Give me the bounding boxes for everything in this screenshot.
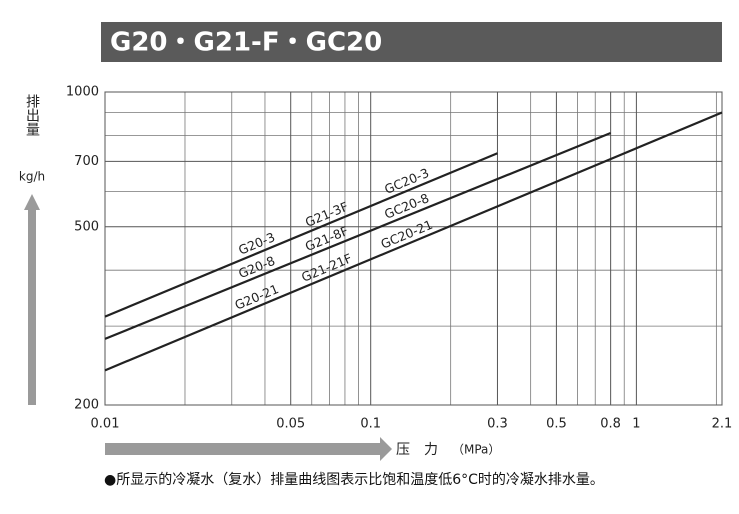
chart-title: G20・G21-F・GC20 (110, 28, 382, 58)
x-axis-unit: （MPa） (452, 443, 500, 457)
x-tick-label: 0.05 (276, 417, 305, 432)
y-tick-label: 700 (74, 154, 99, 169)
x-arrow (105, 437, 392, 461)
x-tick-label: 0.5 (546, 417, 567, 432)
series-line (104, 152, 498, 318)
y-tick-label: 1000 (66, 85, 99, 100)
x-tick-label: 0.8 (600, 417, 621, 432)
x-tick-label: 0.01 (91, 417, 120, 432)
series-line (104, 131, 612, 340)
x-tick-label: 0.3 (487, 417, 508, 432)
y-axis-unit: kg/h (19, 170, 45, 184)
plot-area (104, 91, 723, 406)
x-tick-label: 2.1 (712, 417, 733, 432)
y-tick-label: 500 (74, 219, 99, 234)
y-tick-label: 200 (74, 398, 99, 413)
chart: G20・G21-F・GC20 排出量 kg/h 压 力 （MPa） 0.01 0.… (19, 22, 733, 461)
x-tick-label: 0.1 (360, 417, 381, 432)
series-line (104, 111, 723, 372)
y-arrow (24, 194, 40, 405)
y-axis-label: 排出量 (24, 94, 40, 136)
footnote: ●所显示的冷凝水（复水）排量曲线图表示比饱和温度低6°C时的冷凝水排水量。 (104, 472, 604, 488)
x-tick-label: 1 (632, 417, 640, 432)
title-banner (101, 22, 722, 62)
x-axis-label: 压 力 (396, 442, 438, 458)
